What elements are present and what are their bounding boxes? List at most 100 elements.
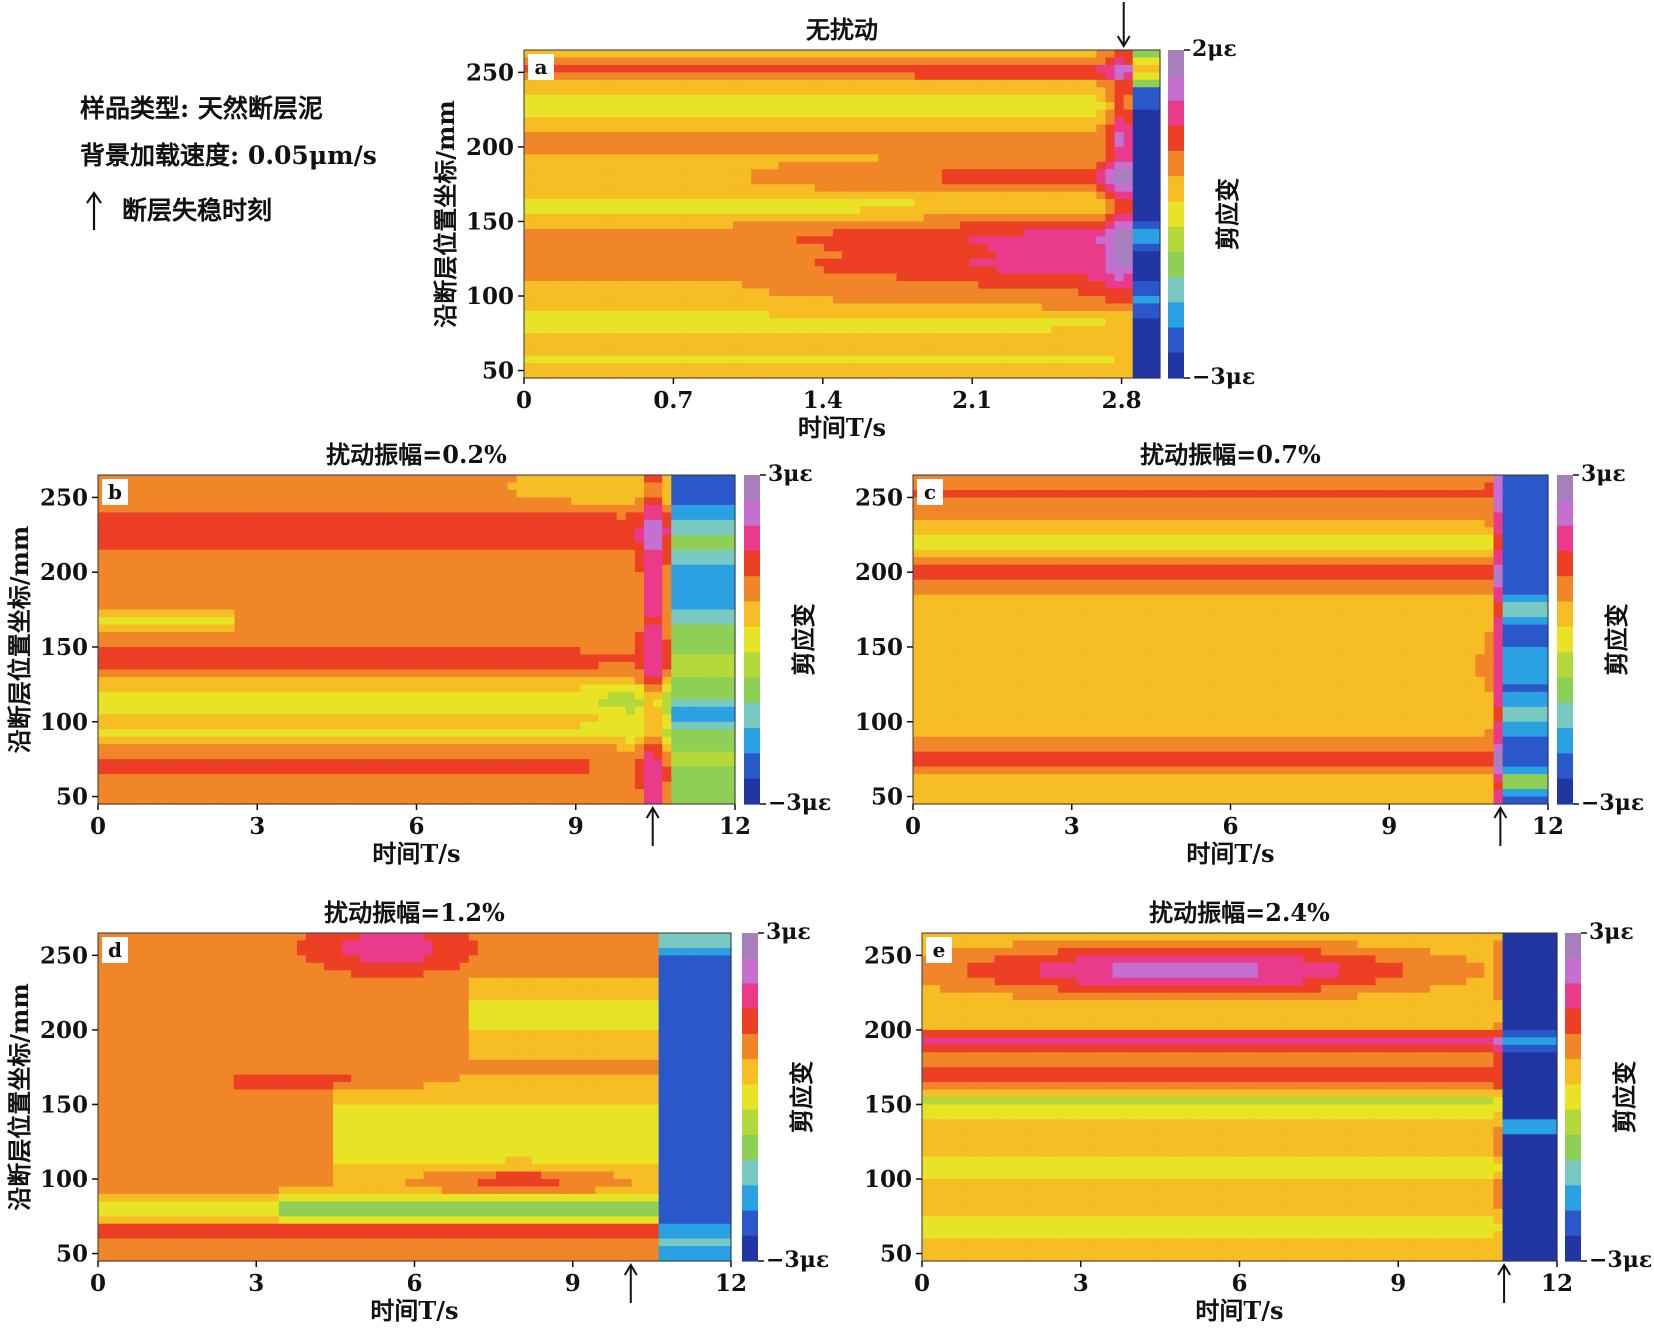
heatmap-cell: [942, 341, 952, 349]
heatmap-cell: [1105, 154, 1115, 162]
heatmap-cell: [116, 789, 126, 797]
heatmap-cell: [180, 482, 190, 490]
heatmap-cell: [435, 512, 445, 520]
heatmap-cell: [235, 714, 245, 722]
heatmap-cell: [380, 797, 390, 805]
heatmap-cell: [144, 505, 154, 513]
heatmap-cell: [651, 72, 661, 80]
heatmap-cell: [760, 311, 770, 319]
heatmap-cell: [960, 192, 970, 200]
heatmap-cell: [262, 692, 272, 700]
heatmap-cell: [915, 289, 925, 297]
heatmap-cell: [171, 595, 181, 603]
heatmap-cell: [933, 221, 943, 229]
heatmap-cell: [778, 199, 788, 207]
heatmap-cell: [751, 95, 761, 103]
heatmap-cell: [1142, 318, 1152, 326]
heatmap-cell: [933, 289, 943, 297]
heatmap-cell: [289, 482, 299, 490]
heatmap-cell: [615, 57, 625, 65]
heatmap-cell: [715, 192, 725, 200]
heatmap-cell: [271, 580, 281, 588]
heatmap-cell: [688, 169, 698, 177]
heatmap-cell: [906, 80, 916, 88]
heatmap-cell: [787, 162, 797, 170]
heatmap-cell: [326, 699, 336, 707]
heatmap-cell: [787, 333, 797, 341]
heatmap-cell: [978, 184, 988, 192]
heatmap-cell: [797, 251, 807, 259]
colorbar-step: [1168, 201, 1184, 227]
heatmap-cell: [1042, 72, 1052, 80]
heatmap-cell: [1024, 356, 1034, 364]
heatmap-cell: [171, 580, 181, 588]
heatmap-cell: [335, 699, 345, 707]
heatmap-cell: [262, 797, 272, 805]
heatmap-cell: [806, 348, 816, 356]
heatmap-cell: [125, 625, 135, 633]
heatmap-cell: [724, 333, 734, 341]
heatmap-cell: [353, 729, 363, 737]
heatmap-cell: [271, 759, 281, 767]
heatmap-cell: [444, 610, 454, 618]
heatmap-cell: [335, 580, 345, 588]
heatmap-cell: [697, 356, 707, 364]
heatmap-cell: [162, 767, 172, 775]
heatmap-cell: [235, 527, 245, 535]
heatmap-cell: [969, 110, 979, 118]
heatmap-cell: [362, 617, 372, 625]
heatmap-cell: [624, 229, 634, 237]
heatmap-cell: [225, 722, 235, 730]
heatmap-cell: [760, 169, 770, 177]
heatmap-cell: [697, 139, 707, 147]
heatmap-cell: [1024, 251, 1034, 259]
heatmap-cell: [733, 266, 743, 274]
heatmap-cell: [869, 363, 879, 371]
heatmap-cell: [326, 580, 336, 588]
heatmap-cell: [524, 207, 534, 215]
heatmap-cell: [171, 654, 181, 662]
heatmap-cell: [1069, 72, 1079, 80]
heatmap-cell: [153, 774, 163, 782]
heatmap-cell: [307, 774, 317, 782]
heatmap-cell: [244, 714, 254, 722]
heatmap-cell: [435, 520, 445, 528]
heatmap-cell: [134, 572, 144, 580]
heatmap-cell: [271, 482, 281, 490]
heatmap-cell: [107, 774, 117, 782]
heatmap-cell: [942, 259, 952, 267]
heatmap-cell: [326, 482, 336, 490]
heatmap-cell: [560, 259, 570, 267]
heatmap-cell: [225, 797, 235, 805]
heatmap-cell: [697, 266, 707, 274]
heatmap-cell: [542, 154, 552, 162]
y-tick-label: 200: [466, 134, 514, 161]
heatmap-cell: [915, 80, 925, 88]
heatmap-cell: [1024, 95, 1034, 103]
heatmap-cell: [906, 363, 916, 371]
heatmap-cell: [417, 482, 427, 490]
heatmap-cell: [1051, 192, 1061, 200]
heatmap-cell: [778, 177, 788, 185]
heatmap-cell: [642, 333, 652, 341]
heatmap-cell: [887, 139, 897, 147]
heatmap-cell: [615, 117, 625, 125]
heatmap-cell: [887, 266, 897, 274]
heatmap-cell: [207, 632, 217, 640]
heatmap-cell: [633, 162, 643, 170]
heatmap-cell: [769, 132, 779, 140]
heatmap-cell: [198, 580, 208, 588]
heatmap-cell: [624, 132, 634, 140]
heatmap-cell: [724, 371, 734, 379]
heatmap-cell: [417, 722, 427, 730]
heatmap-cell: [1115, 192, 1125, 200]
heatmap-cell: [1087, 266, 1097, 274]
heatmap-cell: [1133, 102, 1143, 110]
heatmap-cell: [316, 677, 326, 685]
heatmap-cell: [1078, 57, 1088, 65]
heatmap-cell: [606, 169, 616, 177]
heatmap-cell: [960, 72, 970, 80]
heatmap-cell: [1096, 117, 1106, 125]
heatmap-cell: [1024, 207, 1034, 215]
heatmap-cell: [787, 266, 797, 274]
